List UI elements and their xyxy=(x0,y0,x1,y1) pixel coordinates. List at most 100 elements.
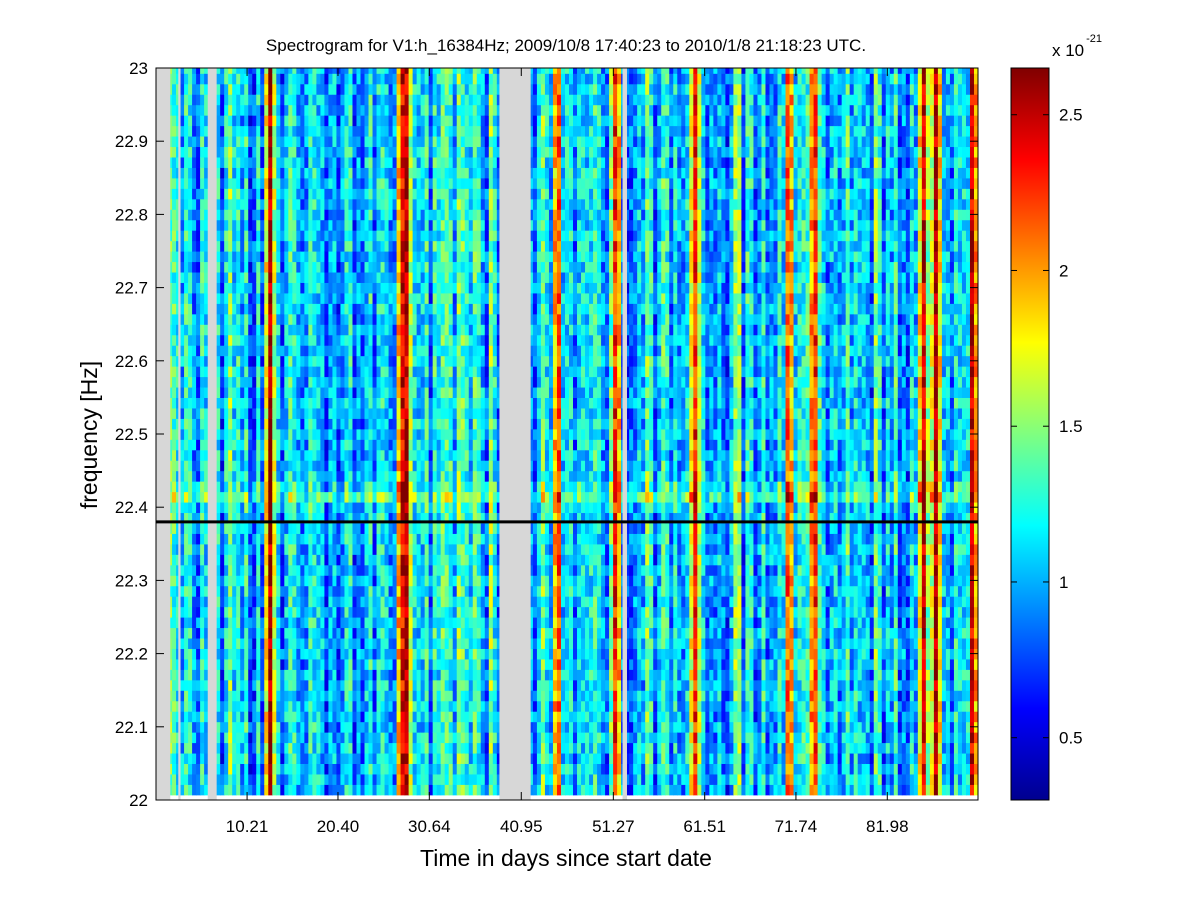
heatmap-cell xyxy=(404,115,410,127)
heatmap-cell xyxy=(344,773,350,785)
heatmap-cell xyxy=(288,177,293,189)
heatmap-cell xyxy=(216,637,221,649)
heatmap-cell xyxy=(192,564,197,576)
heatmap-cell xyxy=(392,721,398,733)
heatmap-cell xyxy=(348,669,354,681)
heatmap-cell xyxy=(392,470,398,482)
heatmap-cell xyxy=(204,439,209,451)
heatmap-cell xyxy=(188,501,193,514)
heatmap-cell xyxy=(324,554,330,566)
heatmap-cell xyxy=(328,292,334,304)
heatmap-cell xyxy=(356,711,362,723)
heatmap-cell xyxy=(344,407,350,419)
heatmap-cell xyxy=(276,397,281,409)
heatmap-cell xyxy=(420,219,426,231)
heatmap-cell xyxy=(188,606,193,618)
heatmap-cell xyxy=(384,282,390,294)
heatmap-cell xyxy=(252,230,257,242)
heatmap-cell xyxy=(428,606,434,618)
heatmap-cell xyxy=(248,784,253,796)
heatmap-cell xyxy=(332,658,338,670)
heatmap-cell xyxy=(240,533,245,545)
heatmap-cell xyxy=(376,658,382,670)
heatmap-cell xyxy=(220,104,225,116)
heatmap-cell xyxy=(320,397,326,409)
heatmap-cell xyxy=(260,355,265,367)
heatmap-cell xyxy=(196,428,201,440)
heatmap-cell xyxy=(308,439,313,451)
heatmap-cell xyxy=(236,543,241,555)
heatmap-cell xyxy=(352,669,358,681)
heatmap-cell xyxy=(404,773,410,785)
heatmap-cell xyxy=(244,313,249,325)
heatmap-cell xyxy=(412,763,418,775)
heatmap-cell xyxy=(288,564,293,576)
heatmap-cell xyxy=(400,732,406,744)
heatmap-cell xyxy=(372,68,378,74)
heatmap-cell xyxy=(272,188,277,200)
heatmap-cell xyxy=(308,679,313,691)
heatmap-cell xyxy=(236,564,241,576)
heatmap-cell xyxy=(404,533,410,545)
heatmap-cell xyxy=(384,491,390,503)
heatmap-cell xyxy=(184,564,189,576)
heatmap-cell xyxy=(320,533,326,545)
heatmap-cell xyxy=(244,407,249,419)
heatmap-cell xyxy=(372,460,378,472)
heatmap-cell xyxy=(248,167,253,179)
heatmap-cell xyxy=(320,627,326,639)
heatmap-cell xyxy=(216,271,221,283)
heatmap-cell xyxy=(412,324,418,336)
heatmap-cell xyxy=(216,460,221,472)
heatmap-cell xyxy=(336,386,342,398)
heatmap-cell xyxy=(384,585,390,597)
heatmap-cell xyxy=(292,439,297,451)
heatmap-cell xyxy=(216,366,221,378)
heatmap-cell xyxy=(344,700,350,712)
heatmap-cell xyxy=(384,355,390,367)
heatmap-cell xyxy=(224,784,229,796)
heatmap-cell xyxy=(308,742,313,754)
heatmap-cell xyxy=(196,564,201,576)
heatmap-cell xyxy=(404,564,410,576)
heatmap-cell xyxy=(428,460,434,472)
heatmap-cell xyxy=(380,564,386,576)
heatmap-cell xyxy=(224,418,229,430)
heatmap-cell xyxy=(308,125,313,137)
heatmap-cell xyxy=(168,345,173,357)
heatmap-cell xyxy=(184,324,189,336)
heatmap-cell xyxy=(428,156,434,168)
heatmap-cell xyxy=(364,596,370,608)
heatmap-cell xyxy=(332,146,338,158)
heatmap-cell xyxy=(388,773,394,785)
heatmap-cell xyxy=(368,73,374,85)
heatmap-cell xyxy=(408,470,414,482)
heatmap-cell xyxy=(388,564,394,576)
heatmap-cell xyxy=(200,554,205,566)
heatmap-cell xyxy=(196,637,201,649)
heatmap-cell xyxy=(276,763,281,775)
heatmap-cell xyxy=(332,564,338,576)
heatmap-cell xyxy=(300,543,305,555)
heatmap-cell xyxy=(220,386,225,398)
heatmap-cell xyxy=(184,575,189,587)
heatmap-cell xyxy=(372,303,378,315)
heatmap-cell xyxy=(384,554,390,566)
heatmap-cell xyxy=(424,732,430,744)
heatmap-cell xyxy=(292,156,297,168)
heatmap-cell xyxy=(184,679,189,691)
heatmap-cell xyxy=(336,596,342,608)
heatmap-cell xyxy=(352,617,358,629)
heatmap-cell xyxy=(380,460,386,472)
heatmap-cell xyxy=(204,156,209,168)
heatmap-cell xyxy=(180,251,185,263)
heatmap-cell xyxy=(380,533,386,545)
heatmap-cell xyxy=(408,596,414,608)
heatmap-cell xyxy=(420,732,426,744)
heatmap-cell xyxy=(412,104,418,116)
heatmap-cell xyxy=(432,543,438,555)
heatmap-cell xyxy=(428,73,434,85)
heatmap-cell xyxy=(256,230,261,242)
heatmap-cell xyxy=(272,449,277,461)
heatmap-cell xyxy=(232,292,237,304)
